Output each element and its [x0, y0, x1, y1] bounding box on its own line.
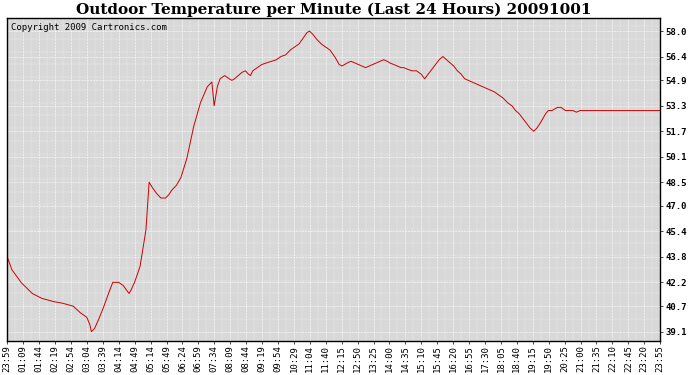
Text: Copyright 2009 Cartronics.com: Copyright 2009 Cartronics.com — [10, 23, 166, 32]
Title: Outdoor Temperature per Minute (Last 24 Hours) 20091001: Outdoor Temperature per Minute (Last 24 … — [76, 3, 591, 17]
